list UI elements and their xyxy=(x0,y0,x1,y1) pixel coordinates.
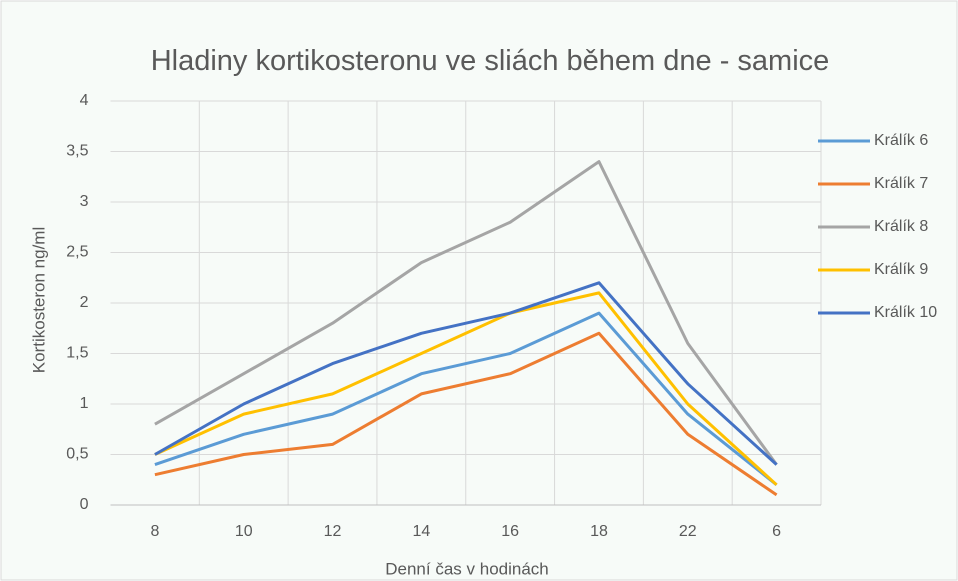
y-tick-label: 0 xyxy=(80,496,89,513)
series-line xyxy=(154,331,778,497)
y-tick-label: 0,5 xyxy=(66,446,88,463)
series-line xyxy=(154,311,778,486)
y-tick-label: 1,5 xyxy=(66,345,88,362)
series-line xyxy=(154,281,778,466)
y-tick-label: 1 xyxy=(80,395,89,412)
x-tick-label: 6 xyxy=(772,523,781,540)
legend-label: Králík 7 xyxy=(874,175,928,192)
y-tick-label: 2 xyxy=(80,294,89,311)
x-axis-title: Denní čas v hodinách xyxy=(385,559,549,578)
x-tick-label: 12 xyxy=(324,523,342,540)
series-line xyxy=(154,291,778,486)
x-tick-label: 10 xyxy=(235,523,253,540)
x-tick-label: 22 xyxy=(679,523,697,540)
y-tick-label: 4 xyxy=(80,92,89,109)
x-tick-label: 8 xyxy=(150,523,159,540)
legend-label: Králík 9 xyxy=(874,261,928,278)
y-tick-label: 3,5 xyxy=(66,143,88,160)
y-axis-title: Kortikosteron ng/ml xyxy=(29,227,48,373)
x-tick-label: 14 xyxy=(412,523,430,540)
legend-label: Králík 8 xyxy=(874,218,928,235)
series-line xyxy=(154,160,778,466)
chart-title: Hladiny kortikosteronu ve sliách během d… xyxy=(150,45,830,77)
x-tick-label: 18 xyxy=(590,523,608,540)
x-tick-label: 16 xyxy=(501,523,519,540)
legend-label: Králík 10 xyxy=(874,304,937,321)
legend-label: Králík 6 xyxy=(874,132,928,149)
y-tick-label: 2,5 xyxy=(66,244,88,261)
y-tick-label: 3 xyxy=(80,193,89,210)
